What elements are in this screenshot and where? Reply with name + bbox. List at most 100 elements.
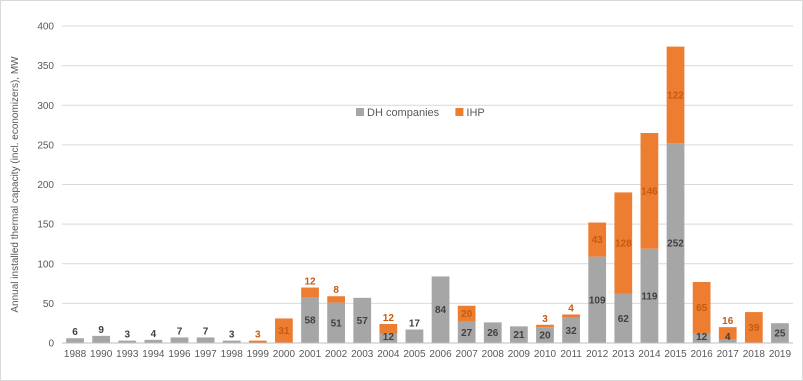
x-tick-label: 2010 [534,349,557,360]
data-label-dh-companies-1994: 4 [151,329,157,340]
data-label-dh-companies-2011: 32 [566,326,578,337]
x-tick-label: 2005 [403,349,426,360]
bar-ihp-2016 [692,281,711,334]
y-axis-ticks: 0 50 100 150 200 250 300 350 400 [37,22,54,350]
bar-dh-companies-1990 [92,335,111,343]
data-label-ihp-2018: 39 [748,323,760,334]
data-label-ihp-2004: 12 [383,313,395,324]
x-tick-label: 2011 [560,349,582,360]
bar-ihp-2004 [379,323,398,334]
data-label-dh-companies-2002: 51 [331,318,343,329]
y-tick-label: 150 [37,220,54,231]
data-label-dh-companies-2019: 25 [774,329,786,340]
data-label-ihp-2007: 20 [461,309,473,320]
legend-swatch-1 [455,108,464,116]
x-tick-label: 1993 [116,349,139,360]
legend-label-0: DH companies [367,107,440,119]
x-tick-label: 2008 [482,349,505,360]
bar-dh-companies-2004 [379,333,398,343]
data-label-ihp-2015: 122 [667,90,684,101]
bar-dh-companies-1994 [144,339,163,343]
data-label-dh-companies-2005: 17 [409,319,421,330]
data-label-dh-companies-2003: 57 [357,316,369,327]
data-label-dh-companies-2009: 21 [513,330,525,341]
data-label-dh-companies-1996: 7 [177,326,183,337]
data-label-dh-companies-1988: 6 [72,327,78,338]
bar-dh-companies-2011 [562,317,580,343]
data-label-dh-companies-2008: 26 [487,328,499,339]
bar-dh-companies-2019 [771,323,789,343]
x-tick-label: 2013 [612,349,635,360]
data-label-dh-companies-1993: 3 [124,330,130,341]
x-tick-label: 2003 [351,349,374,360]
x-tick-label: 2001 [299,349,322,360]
data-label-ihp-2017: 16 [722,316,734,327]
x-tick-label: 1997 [194,349,217,360]
bar-dh-companies-2006 [431,276,450,343]
bar-dh-companies-2013 [614,293,633,343]
x-tick-label: 2018 [743,349,766,360]
x-tick-label: 2015 [664,349,687,360]
bar-ihp-2000 [275,318,293,343]
bars [66,46,789,343]
x-tick-label: 1988 [64,349,87,360]
data-label-dh-companies-1997: 7 [203,326,209,337]
x-tick-label: 2016 [691,349,714,360]
data-label-ihp-2014: 146 [641,186,658,197]
data-label-dh-companies-2016: 12 [696,332,708,343]
x-axis-ticks: 1988 1990 1993 1994 1996 1997 1998 1999 2000 2001… [64,349,792,360]
bar-ihp-2001 [301,287,319,298]
bar-ihp-2010 [536,324,554,328]
x-tick-label: 2004 [377,349,400,360]
bar-dh-companies-2009 [509,326,528,343]
bar-ihp-2014 [640,132,659,249]
bar-dh-companies-2015 [666,143,685,343]
data-label-ihp-1999: 3 [255,330,261,341]
data-label-dh-companies-2017: 4 [725,332,731,343]
x-tick-label: 2012 [586,349,609,360]
x-tick-label: 2014 [638,349,661,360]
bar-dh-companies-2005 [405,329,424,343]
x-tick-label: 2000 [273,349,296,360]
data-label-dh-companies-2006: 84 [435,305,447,316]
x-tick-label: 1998 [221,349,244,360]
bar-dh-companies-2003 [353,297,372,343]
data-label-ihp-2012: 43 [592,235,604,246]
data-label-ihp-2010: 3 [542,314,548,325]
x-tick-label: 2019 [769,349,792,360]
bar-ihp-2002 [327,296,346,303]
legend-swatch-0 [356,108,364,116]
data-label-dh-companies-2004: 12 [383,332,395,343]
y-tick-label: 0 [48,339,54,350]
bar-ihp-2012 [588,222,607,257]
data-label-dh-companies-2007: 27 [461,328,473,339]
x-tick-label: 1994 [142,349,165,360]
x-tick-label: 2009 [508,349,531,360]
data-label-ihp-2013: 128 [615,239,632,250]
legend: DH companies IHP [356,107,485,119]
data-label-ihp-2016: 65 [696,303,708,314]
bar-dh-companies-1998 [222,340,241,343]
bar-dh-companies-1993 [118,340,137,343]
data-label-dh-companies-2012: 109 [589,295,606,306]
x-tick-label: 2017 [717,349,740,360]
data-label-dh-companies-2001: 58 [304,316,316,327]
y-axis-title: Annual installed thermal capacity (incl.… [10,56,21,313]
y-tick-label: 250 [37,140,54,151]
y-tick-label: 100 [37,259,54,270]
bar-dh-companies-2008 [483,322,502,343]
bar-dh-companies-2016 [692,333,711,343]
data-label-dh-companies-2014: 119 [641,291,658,302]
data-label-dh-companies-2010: 20 [539,331,551,342]
data-label-dh-companies-1990: 9 [98,325,104,336]
data-label-ihp-2002: 8 [333,285,339,296]
bar-dh-companies-2010 [536,327,554,343]
bar-ihp-2013 [614,192,633,294]
bar-dh-companies-2007 [457,321,476,343]
data-labels: 6 9 3 4 7 7 3 3 31 58 12 51 8 57 12 12 17 84 27 20 26 21 20 3 32… [72,90,786,343]
data-label-dh-companies-2013: 62 [618,314,630,325]
data-label-ihp-2011: 4 [568,303,574,314]
bar-dh-companies-1996 [170,337,189,343]
x-tick-label: 1990 [90,349,113,360]
